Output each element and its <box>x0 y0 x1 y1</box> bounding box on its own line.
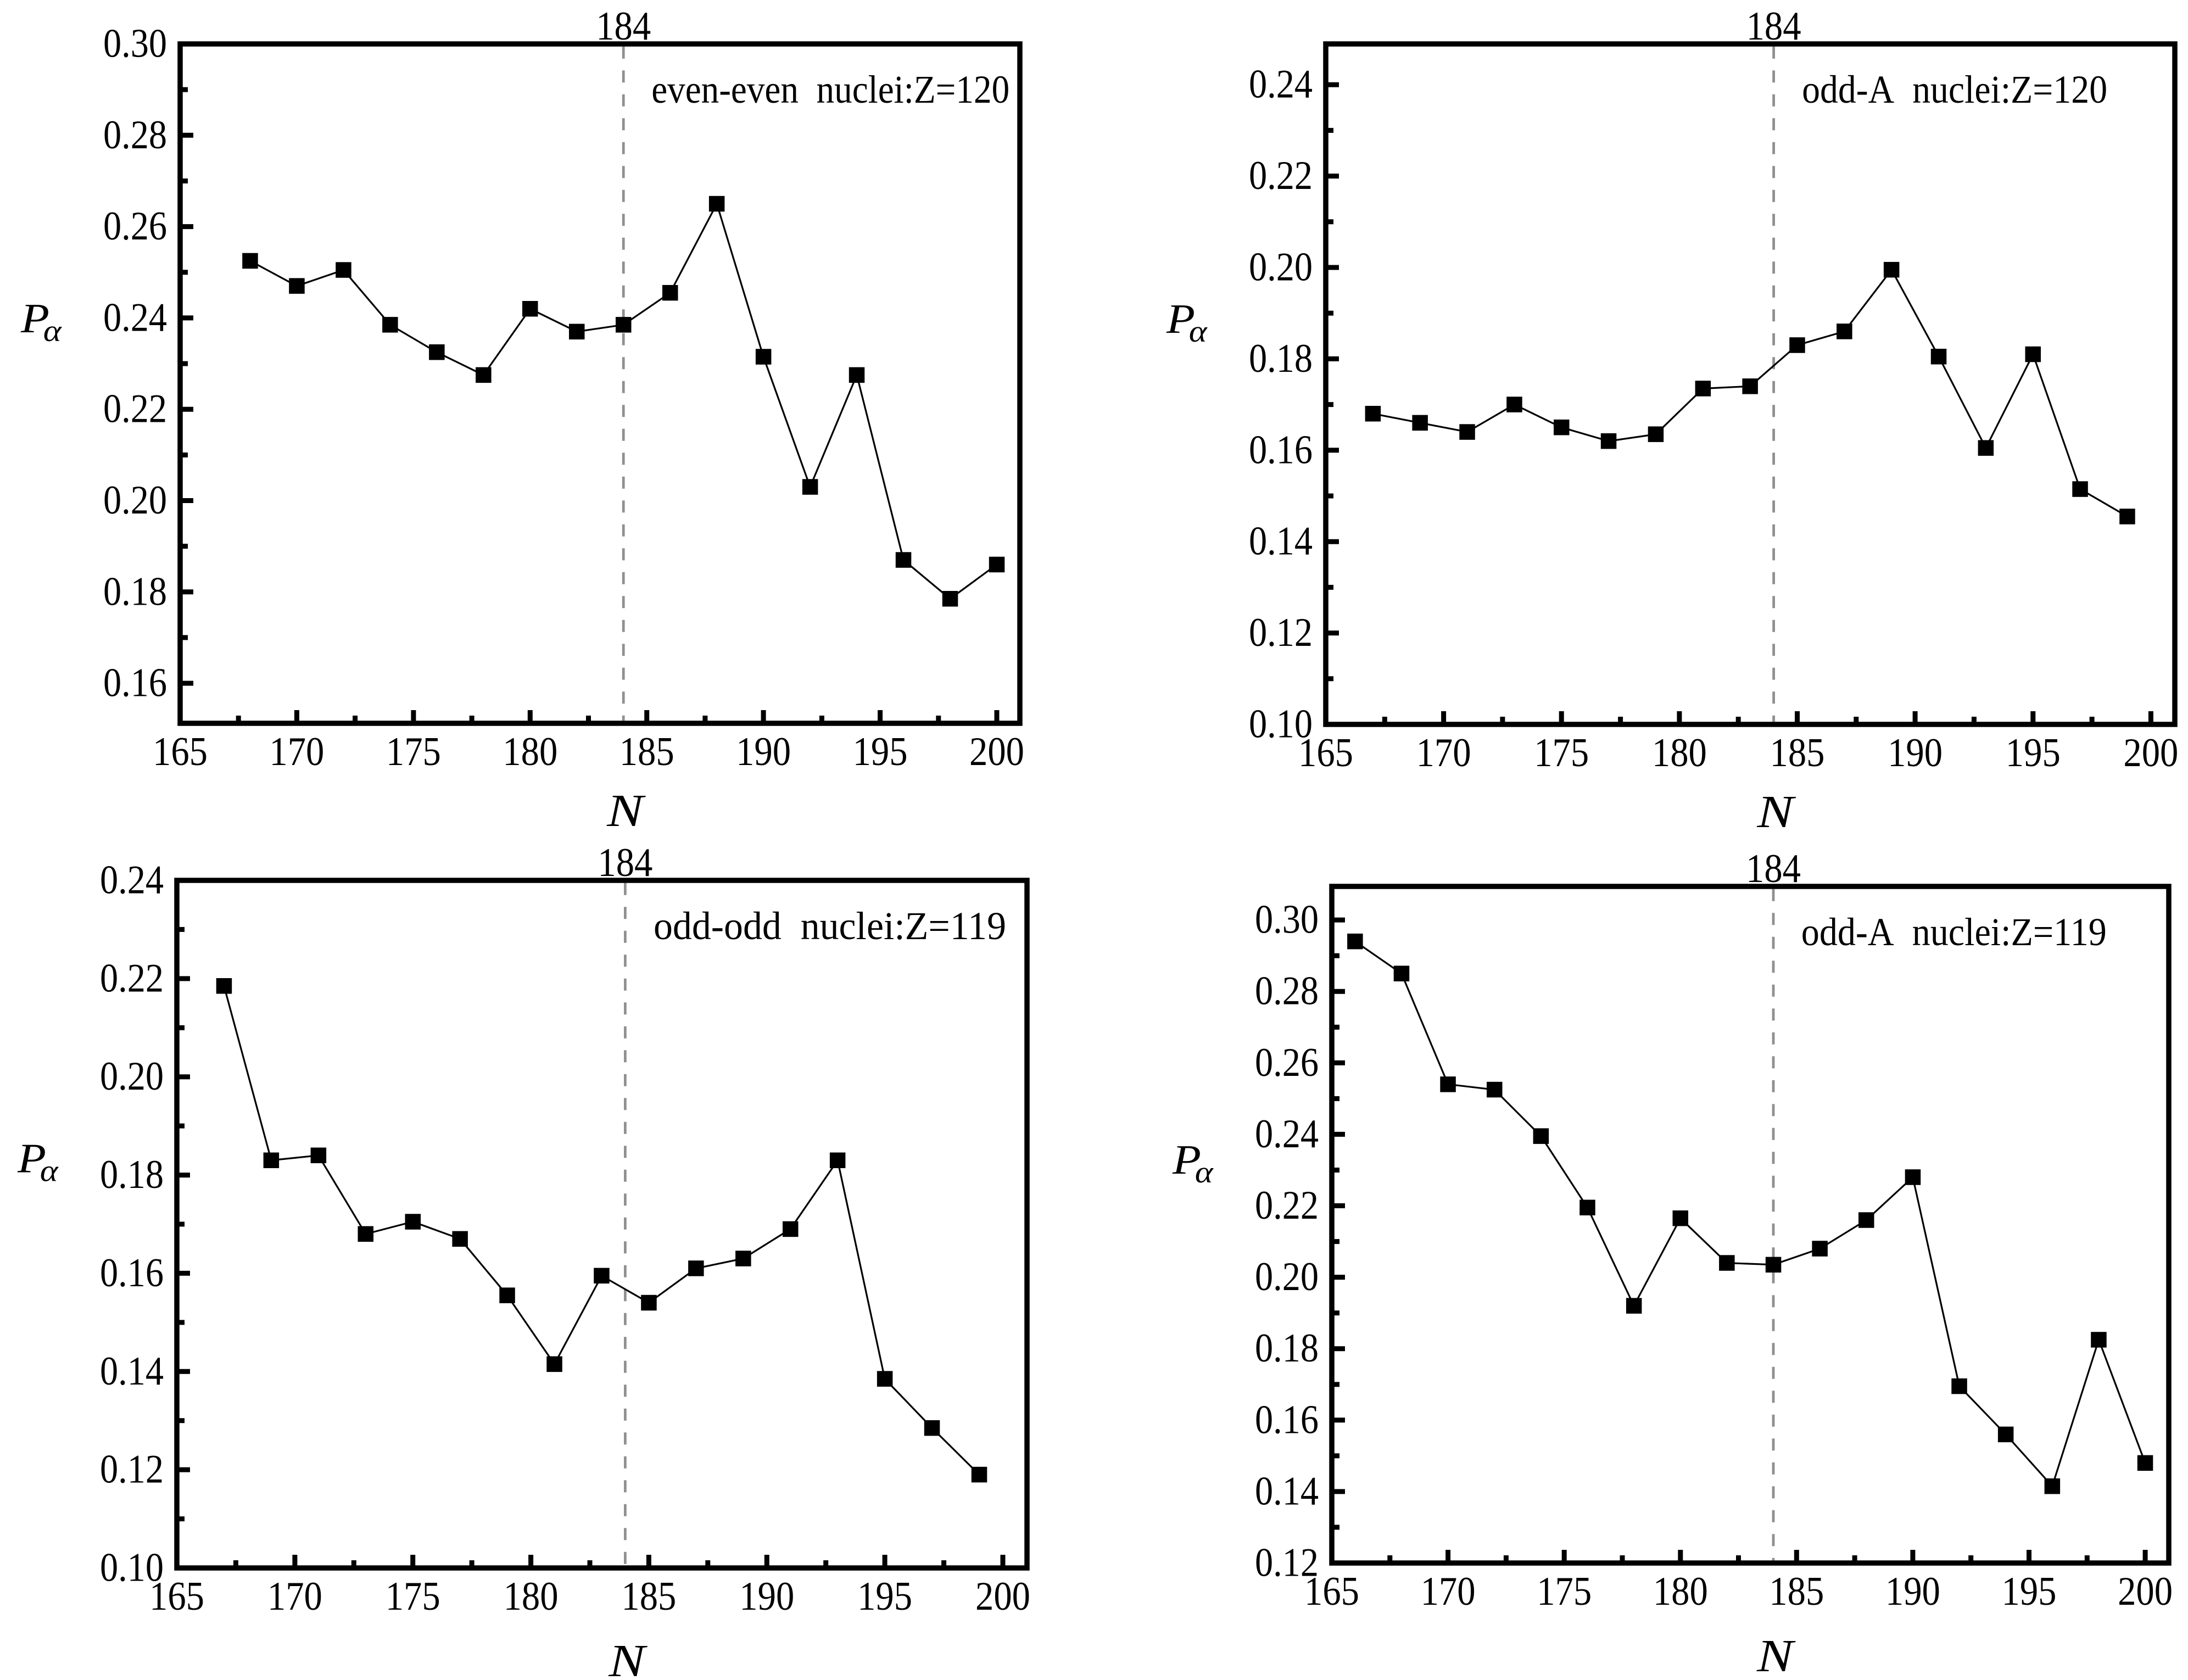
svg-text:odd-A nuclei:Z=120: odd-A nuclei:Z=120 <box>1802 68 2107 111</box>
svg-text:165: 165 <box>149 1574 204 1619</box>
svg-text:195: 195 <box>2002 1569 2057 1614</box>
svg-text:0.30: 0.30 <box>1255 897 1319 942</box>
svg-text:0.26: 0.26 <box>1255 1040 1319 1085</box>
svg-text:N: N <box>608 1635 648 1680</box>
svg-text:195: 195 <box>857 1574 912 1619</box>
svg-text:200: 200 <box>2118 1569 2173 1614</box>
svg-text:185: 185 <box>1770 730 1825 775</box>
svg-text:185: 185 <box>1769 1569 1824 1614</box>
svg-text:0.28: 0.28 <box>1255 969 1319 1014</box>
svg-text:200: 200 <box>969 729 1024 774</box>
svg-text:0.20: 0.20 <box>1249 245 1313 290</box>
svg-text:180: 180 <box>1653 1569 1708 1614</box>
svg-text:175: 175 <box>386 729 441 774</box>
svg-text:0.22: 0.22 <box>103 387 167 432</box>
svg-text:0.22: 0.22 <box>100 956 164 1001</box>
svg-text:170: 170 <box>267 1574 322 1619</box>
svg-text:184: 184 <box>1746 4 1801 49</box>
svg-text:N: N <box>606 785 646 836</box>
svg-text:175: 175 <box>1534 730 1589 775</box>
svg-text:0.14: 0.14 <box>100 1349 164 1394</box>
svg-text:N: N <box>1756 1630 1796 1680</box>
svg-text:0.12: 0.12 <box>100 1447 164 1492</box>
svg-text:0.24: 0.24 <box>1255 1112 1319 1157</box>
svg-text:0.12: 0.12 <box>1255 1541 1319 1586</box>
svg-text:0.14: 0.14 <box>1255 1469 1319 1514</box>
svg-text:0.26: 0.26 <box>103 204 167 249</box>
svg-text:0.12: 0.12 <box>1249 610 1313 655</box>
svg-text:195: 195 <box>2006 730 2061 775</box>
svg-text:0.20: 0.20 <box>103 478 167 523</box>
svg-text:165: 165 <box>1298 730 1353 775</box>
svg-text:0.24: 0.24 <box>1249 62 1313 107</box>
svg-text:0.28: 0.28 <box>103 113 167 158</box>
svg-text:0.18: 0.18 <box>1255 1326 1319 1371</box>
svg-text:200: 200 <box>975 1574 1030 1619</box>
svg-text:Pα: Pα <box>1166 296 1208 348</box>
svg-text:odd-odd nuclei:Z=119: odd-odd nuclei:Z=119 <box>654 904 1006 948</box>
svg-text:170: 170 <box>269 729 324 774</box>
svg-text:odd-A nuclei:Z=119: odd-A nuclei:Z=119 <box>1801 910 2107 954</box>
svg-text:165: 165 <box>153 729 208 774</box>
svg-text:0.10: 0.10 <box>1249 702 1313 747</box>
svg-text:0.20: 0.20 <box>1255 1254 1319 1299</box>
svg-text:185: 185 <box>621 1574 676 1619</box>
svg-text:0.22: 0.22 <box>1255 1183 1319 1228</box>
svg-text:184: 184 <box>596 4 651 49</box>
svg-text:175: 175 <box>1537 1569 1592 1614</box>
svg-text:195: 195 <box>853 729 908 774</box>
svg-text:0.18: 0.18 <box>1249 336 1313 381</box>
svg-text:0.18: 0.18 <box>103 569 167 614</box>
svg-text:184: 184 <box>598 840 652 885</box>
svg-text:0.16: 0.16 <box>1255 1397 1319 1442</box>
svg-text:184: 184 <box>1746 846 1801 891</box>
svg-text:0.24: 0.24 <box>100 858 164 903</box>
svg-text:200: 200 <box>2123 730 2178 775</box>
svg-text:0.22: 0.22 <box>1249 153 1313 198</box>
svg-text:0.30: 0.30 <box>103 21 167 66</box>
svg-text:165: 165 <box>1304 1569 1359 1614</box>
svg-text:0.16: 0.16 <box>103 661 167 706</box>
svg-text:190: 190 <box>1885 1569 1940 1614</box>
svg-text:185: 185 <box>619 729 674 774</box>
svg-text:0.10: 0.10 <box>100 1545 164 1590</box>
svg-text:175: 175 <box>386 1574 440 1619</box>
svg-text:even-even nuclei:Z=120: even-even nuclei:Z=120 <box>651 68 1009 111</box>
svg-text:0.16: 0.16 <box>100 1251 164 1296</box>
svg-text:190: 190 <box>736 729 791 774</box>
svg-text:0.14: 0.14 <box>1249 519 1313 564</box>
svg-text:0.20: 0.20 <box>100 1054 164 1099</box>
svg-text:170: 170 <box>1416 730 1471 775</box>
svg-text:180: 180 <box>503 729 557 774</box>
svg-text:180: 180 <box>504 1574 559 1619</box>
svg-text:190: 190 <box>739 1574 794 1619</box>
svg-text:0.18: 0.18 <box>100 1152 164 1197</box>
svg-text:190: 190 <box>1888 730 1943 775</box>
svg-text:0.16: 0.16 <box>1249 427 1313 472</box>
svg-text:170: 170 <box>1421 1569 1476 1614</box>
svg-text:180: 180 <box>1652 730 1707 775</box>
svg-text:N: N <box>1756 786 1796 837</box>
svg-text:0.24: 0.24 <box>103 295 167 340</box>
